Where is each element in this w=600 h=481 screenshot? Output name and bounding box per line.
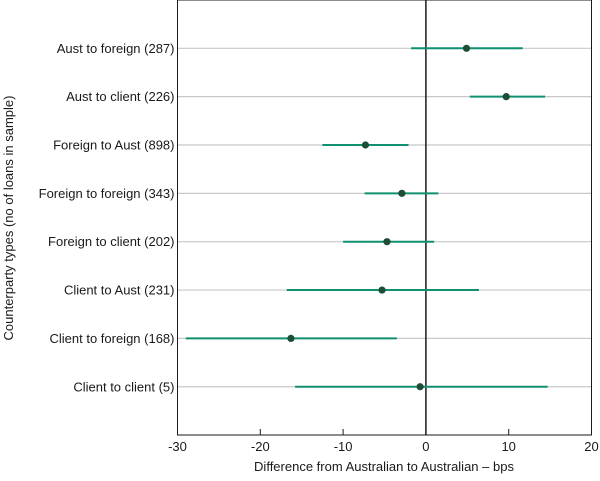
plot-frame [177, 0, 592, 436]
category-label: Aust to client (226) [66, 89, 174, 104]
point-estimate [398, 189, 406, 197]
y-axis-label: Counterparty types (no of loans in sampl… [1, 96, 16, 341]
point-estimate [378, 286, 386, 294]
x-axis-label: Difference from Australian to Australian… [254, 459, 514, 474]
category-labels: Aust to foreign (287) Aust to client (226… [39, 41, 175, 394]
point-estimate [361, 141, 370, 149]
category-label: Client to client (5) [73, 379, 174, 394]
x-tick-label: 20 [584, 439, 598, 454]
point-estimate [287, 334, 295, 342]
point-estimate [416, 383, 424, 391]
category-label: Client to foreign (168) [49, 331, 174, 346]
x-tick-label: -30 [168, 439, 187, 454]
category-label: Aust to foreign (287) [57, 41, 175, 56]
gridlines [177, 47, 592, 388]
point-estimate [383, 238, 391, 246]
point-estimate [462, 44, 471, 52]
category-label: Client to Aust (231) [64, 283, 175, 298]
category-label: Foreign to Aust (898) [53, 138, 174, 153]
x-tick-label: -20 [251, 439, 270, 454]
category-label: Foreign to client (202) [48, 234, 174, 249]
x-tick-label: 10 [501, 439, 515, 454]
x-tick-label: -10 [334, 439, 353, 454]
x-ticks: -30 -20 -10 0 10 20 [168, 429, 599, 454]
point-estimate [502, 93, 510, 101]
category-label: Foreign to foreign (343) [39, 186, 175, 201]
x-tick-label: 0 [422, 439, 429, 454]
marks [185, 44, 548, 391]
